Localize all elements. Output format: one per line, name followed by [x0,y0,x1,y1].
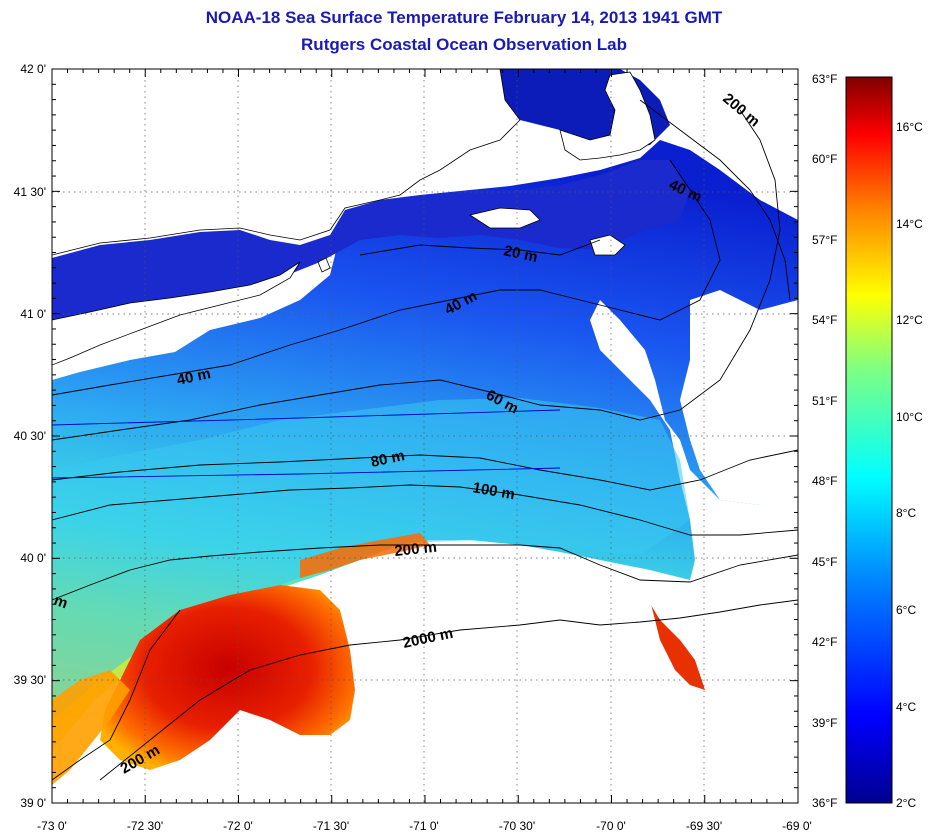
fahrenheit-tick-label: 48°F [812,474,837,488]
contour-200m [52,544,798,601]
celsius-tick-label: 10°C [896,410,923,424]
latitude-axis: 42 0' 41 30' 41 0' 40 30' 40 0' 39 30' 3… [14,62,46,810]
celsius-tick-label: 4°C [896,700,916,714]
contour-label-20m: 20 m [502,242,539,266]
transect-line-1 [52,409,561,426]
fahrenheit-tick-label: 60°F [812,152,837,166]
lon-tick-label: -72 0' [223,819,253,833]
contour-20m [359,239,601,256]
lon-tick-label: -72 30' [127,819,163,833]
lat-tick-label: 41 30' [14,185,46,199]
warm-band [300,533,430,578]
contour-label-200m-mid: 200 m [394,539,438,560]
contour-label-40m-w: 40 m [175,365,212,389]
contour-40m [52,159,721,396]
graticule [52,69,798,803]
cape-cod [559,71,656,161]
contour-label-80m: 80 m [369,447,406,471]
lat-tick-label: 40 0' [20,551,46,565]
cloud-gap-south [355,553,798,803]
chart-subtitle: Rutgers Coastal Ocean Observation Lab [301,35,627,54]
lon-tick-label: -70 30' [499,819,535,833]
contour-200m-sw [52,609,181,781]
lat-tick-label: 39 0' [20,796,46,810]
longitude-axis: -73 0' -72 30' -72 0' -71 30' -71 0' -70… [37,819,812,833]
lat-tick-label: 39 30' [14,673,46,687]
bathymetry-contours [52,99,798,781]
marthas-vineyard [468,207,541,229]
contour-label-m-edge: m [52,592,70,613]
lat-tick-label: 41 0' [20,307,46,321]
warm-sw-edge [52,670,130,785]
lon-tick-label: -71 0' [409,819,439,833]
axis-ticks [51,68,799,804]
fahrenheit-tick-label: 51°F [812,394,837,408]
cloud-gap-ne [700,69,798,200]
contour-80m [52,449,798,491]
connecticut-coast [52,69,521,256]
fahrenheit-tick-label: 54°F [812,313,837,327]
contour-2000m [99,599,798,781]
lon-tick-label: -73 0' [37,819,67,833]
contour-ne-shelf [639,99,791,301]
contour-60m [52,109,781,441]
lon-tick-label: -70 0' [596,819,626,833]
lat-tick-label: 40 30' [14,429,46,443]
celsius-tick-label: 14°C [896,217,923,231]
shelf-band [52,398,690,720]
block-island [317,257,331,273]
colorbar [845,76,893,804]
fahrenheit-tick-label: 63°F [812,72,837,86]
contour-100m [52,484,798,536]
lon-tick-label: -69 30' [686,819,722,833]
cloud-gap-east [680,290,798,520]
fahrenheit-scale: 63°F 60°F 57°F 54°F 51°F 48°F 45°F 42°F … [812,72,837,810]
cold-nearshore [52,160,690,322]
celsius-tick-label: 12°C [896,313,923,327]
long-island [52,261,301,366]
sst-field [52,69,798,803]
celsius-tick-label: 8°C [896,506,916,520]
celsius-tick-label: 2°C [896,796,916,810]
transect-line-2 [52,467,561,479]
lat-tick-label: 42 0' [20,62,46,76]
fahrenheit-tick-label: 57°F [812,233,837,247]
chart-title: NOAA-18 Sea Surface Temperature February… [205,8,723,27]
fahrenheit-tick-label: 45°F [812,555,837,569]
fahrenheit-tick-label: 42°F [812,635,837,649]
celsius-tick-label: 6°C [896,603,916,617]
celsius-scale: 16°C 14°C 12°C 10°C 8°C 6°C 4°C 2°C [896,120,923,810]
fahrenheit-tick-label: 39°F [812,716,837,730]
lon-tick-label: -69 0' [782,819,812,833]
fahrenheit-tick-label: 36°F [812,796,837,810]
celsius-tick-label: 16°C [896,120,923,134]
lon-tick-label: -71 30' [313,819,349,833]
